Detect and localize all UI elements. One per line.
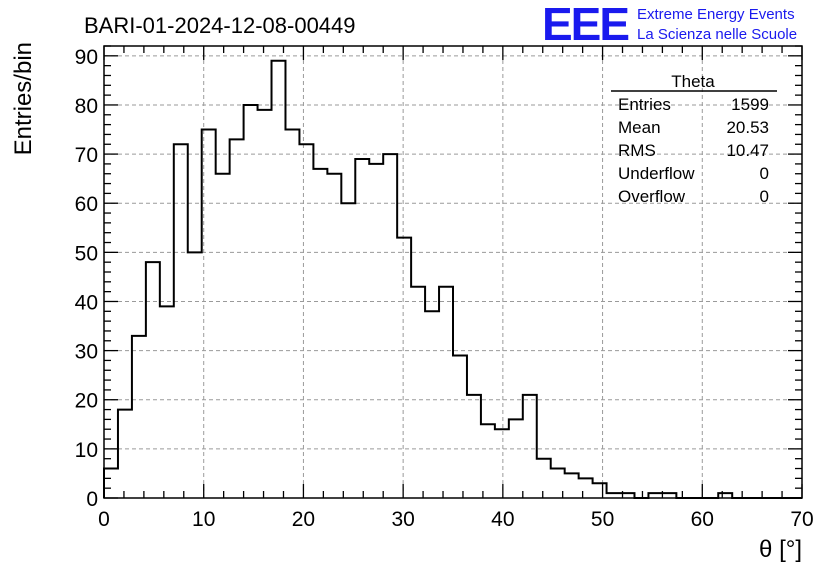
y-axis-label: Entries/bin bbox=[10, 42, 37, 155]
y-tick-label: 60 bbox=[75, 193, 98, 216]
eee-logo: EEE bbox=[542, 0, 628, 50]
stats-row-value: 10.47 bbox=[726, 141, 769, 160]
logo-line-2: La Scienza nelle Scuole bbox=[637, 26, 797, 43]
stats-row-label: Entries bbox=[618, 95, 671, 114]
stats-row-value: 0 bbox=[760, 187, 769, 206]
stats-row-value: 1599 bbox=[731, 95, 769, 114]
stats-row-value: 0 bbox=[760, 164, 769, 183]
y-tick-label: 30 bbox=[75, 341, 98, 364]
y-tick-label: 80 bbox=[75, 95, 98, 118]
y-tick-label: 0 bbox=[86, 488, 98, 511]
y-tick-label: 90 bbox=[75, 46, 98, 69]
x-tick-label: 10 bbox=[192, 508, 215, 531]
axis-ticks bbox=[103, 45, 803, 499]
x-tick-label: 40 bbox=[491, 508, 514, 531]
x-tick-label: 0 bbox=[98, 508, 110, 531]
stats-row-value: 20.53 bbox=[726, 118, 769, 137]
plot-frame bbox=[103, 45, 803, 499]
y-tick-label: 50 bbox=[75, 242, 98, 265]
x-axis-label: θ [°] bbox=[759, 536, 802, 563]
stats-row-label: Mean bbox=[618, 118, 661, 137]
x-tick-label: 60 bbox=[691, 508, 714, 531]
x-tick-label: 20 bbox=[292, 508, 315, 531]
tick-labels: 0 10 20 30 40 50 60 70 0 10 20 30 40 50 60 70 80 90 bbox=[75, 46, 814, 531]
stats-row-label: Underflow bbox=[618, 164, 695, 183]
x-tick-label: 50 bbox=[591, 508, 614, 531]
grid bbox=[104, 46, 802, 498]
x-tick-label: 70 bbox=[790, 508, 813, 531]
y-tick-label: 20 bbox=[75, 390, 98, 413]
x-tick-label: 30 bbox=[391, 508, 414, 531]
logo-line-1: Extreme Energy Events bbox=[637, 6, 795, 23]
y-tick-label: 70 bbox=[75, 144, 98, 167]
stats-title: Theta bbox=[671, 72, 715, 91]
histogram-line bbox=[103, 59, 802, 499]
stats-row-label: RMS bbox=[618, 141, 656, 160]
chart-title: BARI-01-2024-12-08-00449 bbox=[84, 13, 356, 38]
stats-row-label: Overflow bbox=[618, 187, 686, 206]
y-tick-label: 40 bbox=[75, 291, 98, 314]
stats-box: Theta Entries 1599 Mean 20.53 RMS 10.47 Underf… bbox=[611, 72, 777, 206]
y-tick-label: 10 bbox=[75, 439, 98, 462]
